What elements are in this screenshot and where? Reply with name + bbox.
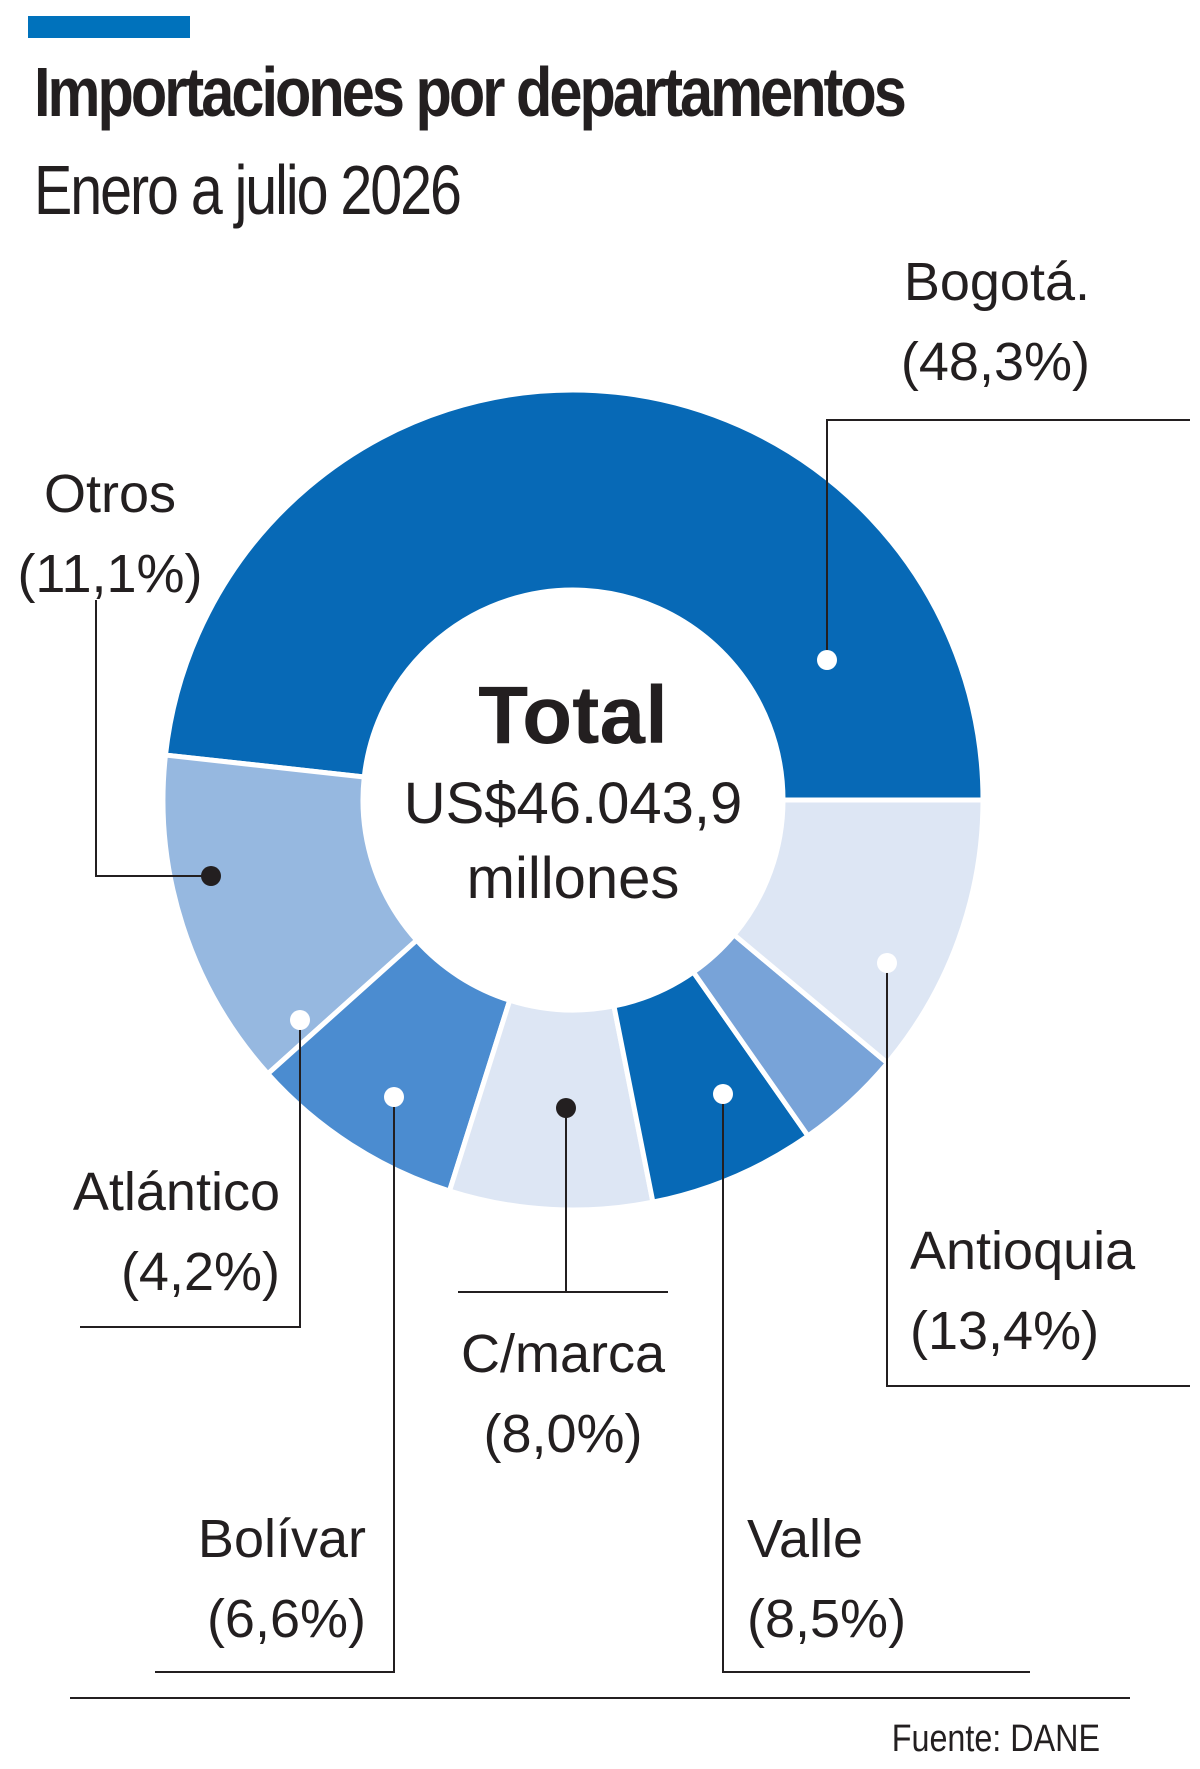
- chart-title: Importaciones por departamentos: [34, 53, 907, 131]
- label-c-marca: C/marca: [461, 1324, 666, 1384]
- donut-slices: [160, 387, 986, 1213]
- center-total-amount: US$46.043,9: [404, 771, 743, 836]
- label-atlantico: Atlántico: [73, 1162, 280, 1222]
- dot-c-marca: [556, 1098, 576, 1118]
- dot-bolivar: [384, 1087, 404, 1107]
- dot-bogota: [817, 650, 837, 670]
- value-bogota: (48,3%): [901, 332, 1090, 392]
- leader-valle: [722, 1094, 1030, 1673]
- leader-bogota: [826, 419, 1190, 660]
- dot-atlantico: [290, 1010, 310, 1030]
- chart-subtitle: Enero a julio 2026: [34, 151, 462, 229]
- dot-otros: [201, 866, 221, 886]
- label-antioquia: Antioquia: [910, 1221, 1136, 1281]
- leader-lines: [80, 419, 1190, 1673]
- center-total-title: Total: [478, 670, 668, 761]
- dot-antioquia: [877, 953, 897, 973]
- slice-dots: [201, 650, 897, 1118]
- value-valle: (8,5%): [747, 1589, 906, 1649]
- leader-bolivar: [155, 1097, 395, 1673]
- leader-otros: [95, 600, 211, 877]
- value-otros: (11,1%): [17, 544, 202, 604]
- dot-valle: [713, 1084, 733, 1104]
- value-atlantico: (4,2%): [121, 1242, 280, 1302]
- value-antioquia: (13,4%): [910, 1301, 1099, 1361]
- label-bogota: Bogotá.: [904, 252, 1090, 312]
- label-otros: Otros: [44, 464, 176, 524]
- source-note: Fuente: DANE: [891, 1718, 1100, 1760]
- leader-antioquia: [886, 963, 1190, 1387]
- leader-atlantico: [80, 1020, 301, 1328]
- center-total: Total US$46.043,9 millones: [404, 670, 743, 911]
- accent-bar: [28, 16, 190, 38]
- value-c-marca: (8,0%): [483, 1404, 642, 1464]
- slice-labels: Bogotá. (48,3%) Antioquia (13,4%) Valle (8,5%…: [17, 252, 1136, 1649]
- label-valle: Valle: [747, 1509, 863, 1569]
- slice-bogota: [162, 387, 986, 803]
- value-bolivar: (6,6%): [207, 1589, 366, 1649]
- label-bolivar: Bolívar: [198, 1509, 366, 1569]
- center-total-unit: millones: [467, 846, 680, 911]
- slice-otros: [731, 797, 986, 1066]
